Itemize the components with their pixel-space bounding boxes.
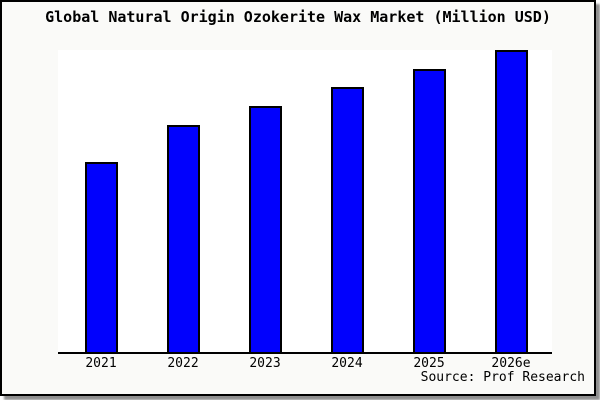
bar-2025	[412, 69, 446, 352]
x-tick-label-2026e: 2026e	[491, 356, 531, 371]
bars-container	[60, 50, 552, 352]
x-tick-label-2022: 2022	[167, 356, 199, 371]
bar-2022	[166, 124, 200, 352]
source-credit: Source: Prof Research	[420, 370, 585, 385]
bar-slot	[142, 50, 224, 352]
chart-title: Global Natural Origin Ozokerite Wax Mark…	[45, 8, 551, 26]
x-tick-label-2025: 2025	[413, 356, 445, 371]
bar-slot	[388, 50, 470, 352]
x-tick-label-2021: 2021	[85, 356, 117, 371]
bar-slot	[60, 50, 142, 352]
bar-slot	[224, 50, 306, 352]
bar-slot	[470, 50, 552, 352]
bar-2023	[248, 105, 282, 352]
x-tick-label-2024: 2024	[331, 356, 363, 371]
bar-slot	[306, 50, 388, 352]
x-tick-label-2023: 2023	[249, 356, 281, 371]
bar-2024	[330, 87, 364, 352]
plot-area	[58, 50, 552, 354]
bar-2026e	[494, 50, 528, 352]
bar-2021	[84, 162, 118, 352]
x-axis-labels: 2021 2022 2023 2024 2025 2026e	[60, 356, 552, 371]
